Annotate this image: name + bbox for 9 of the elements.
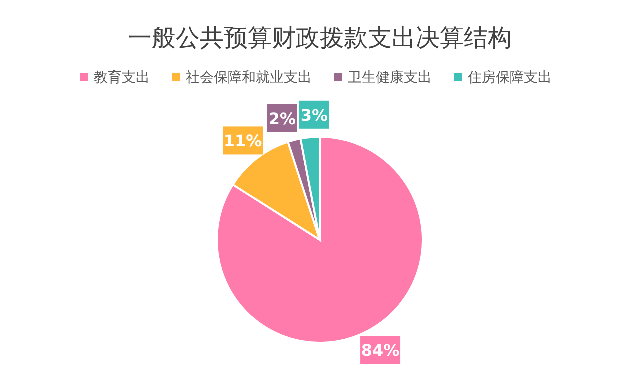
data-label: 11% xyxy=(224,132,262,151)
legend-label: 社会保障和就业支出 xyxy=(186,70,312,86)
data-label: 3% xyxy=(300,106,328,125)
legend-label: 卫生健康支出 xyxy=(348,70,432,86)
legend-label: 教育支出 xyxy=(94,69,150,86)
data-label: 84% xyxy=(361,341,400,360)
chart-title: 一般公共预算财政拨款支出决算结构 xyxy=(128,24,512,52)
legend-label: 住房保障支出 xyxy=(467,70,552,86)
data-label: 2% xyxy=(268,109,296,128)
